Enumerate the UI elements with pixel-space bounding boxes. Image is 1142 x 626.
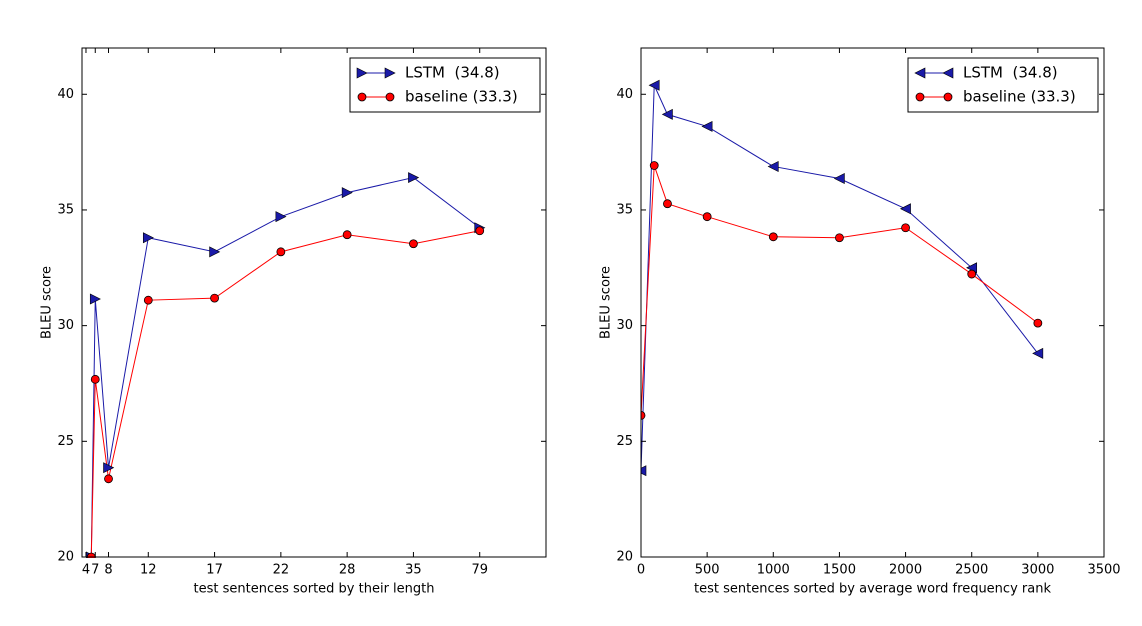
marker: [89, 293, 101, 305]
x-tick-label: 79: [471, 563, 488, 578]
y-tick-label: 30: [616, 318, 633, 333]
marker: [701, 120, 713, 132]
y-tick-label: 25: [616, 434, 633, 449]
plot-area: [85, 172, 486, 558]
legend-box: [349, 57, 541, 113]
series-line: [641, 85, 1039, 471]
marker: [342, 230, 352, 240]
marker: [385, 92, 395, 102]
marker: [341, 187, 353, 199]
marker: [967, 269, 977, 279]
x-tick-label: 3500: [1087, 563, 1120, 578]
y-tick-label: 30: [57, 318, 74, 333]
marker: [384, 67, 396, 79]
x-tick-label: 8: [104, 563, 112, 578]
y-tick-label: 35: [57, 202, 74, 217]
marker: [641, 411, 646, 420]
legend-label: LSTM (34.8): [405, 64, 500, 82]
marker: [143, 295, 153, 305]
y-tick-label: 20: [616, 550, 633, 565]
plot-area: [641, 79, 1044, 477]
y-tick-label: 20: [57, 550, 74, 565]
marker: [409, 239, 418, 249]
marker: [661, 108, 673, 120]
marker: [663, 199, 672, 209]
marker: [899, 203, 911, 215]
x-tick-label: 28: [339, 563, 356, 578]
legend-label: baseline (33.3): [963, 88, 1076, 106]
series-line: [90, 230, 480, 558]
x-tick-label: 1000: [757, 563, 790, 578]
legend: LSTM (34.8) baseline (33.3): [349, 57, 541, 113]
marker: [356, 67, 368, 79]
x-tick-label: 0: [637, 563, 645, 578]
axes-frame: [81, 47, 547, 558]
x-tick-label: 500: [695, 563, 720, 578]
x-tick-label: 7: [91, 563, 99, 578]
x-tick-label: 4: [82, 563, 90, 578]
y-axis-label: BLEU score: [599, 266, 614, 339]
legend: LSTM (34.8) baseline (33.3): [907, 57, 1099, 113]
marker: [943, 92, 953, 102]
marker: [942, 67, 954, 79]
x-axis-label: test sentences sorted by their length: [194, 582, 435, 597]
series-line: [641, 165, 1039, 416]
marker: [648, 79, 660, 91]
legend-box: [907, 57, 1099, 113]
x-tick-label: 12: [140, 563, 157, 578]
marker: [276, 247, 286, 257]
marker: [103, 462, 115, 474]
marker: [209, 246, 221, 258]
x-tick-label: 17: [206, 563, 223, 578]
x-tick-label: 2000: [889, 563, 922, 578]
marker: [210, 293, 219, 303]
legend-label: LSTM (34.8): [963, 64, 1058, 82]
marker: [1032, 347, 1044, 359]
marker: [104, 474, 113, 484]
y-tick-label: 40: [57, 87, 74, 102]
marker: [275, 211, 287, 223]
x-tick-label: 3000: [1021, 563, 1054, 578]
marker: [142, 232, 154, 244]
series-line: [90, 177, 481, 558]
x-tick-label: 22: [273, 563, 290, 578]
marker: [914, 67, 926, 79]
y-tick-label: 40: [616, 87, 633, 102]
marker: [90, 374, 100, 384]
marker: [915, 92, 925, 102]
marker: [901, 223, 910, 233]
x-tick-label: 1500: [823, 563, 856, 578]
marker: [641, 465, 647, 477]
marker: [702, 212, 712, 222]
marker: [1033, 318, 1043, 328]
marker: [649, 161, 659, 170]
legend-label: baseline (33.3): [405, 88, 518, 106]
y-axis-label: BLEU score: [40, 266, 55, 339]
x-tick-label: 2500: [955, 563, 988, 578]
x-axis-label: test sentences sorted by average word fr…: [694, 582, 1051, 597]
marker: [357, 92, 367, 102]
marker: [408, 172, 420, 184]
y-tick-label: 25: [57, 434, 74, 449]
marker: [835, 233, 844, 243]
marker: [475, 226, 485, 236]
marker: [768, 232, 778, 242]
axes-frame: [640, 47, 1105, 558]
marker: [767, 160, 779, 172]
marker: [833, 173, 845, 184]
y-tick-label: 35: [616, 202, 633, 217]
x-tick-label: 35: [405, 563, 422, 578]
